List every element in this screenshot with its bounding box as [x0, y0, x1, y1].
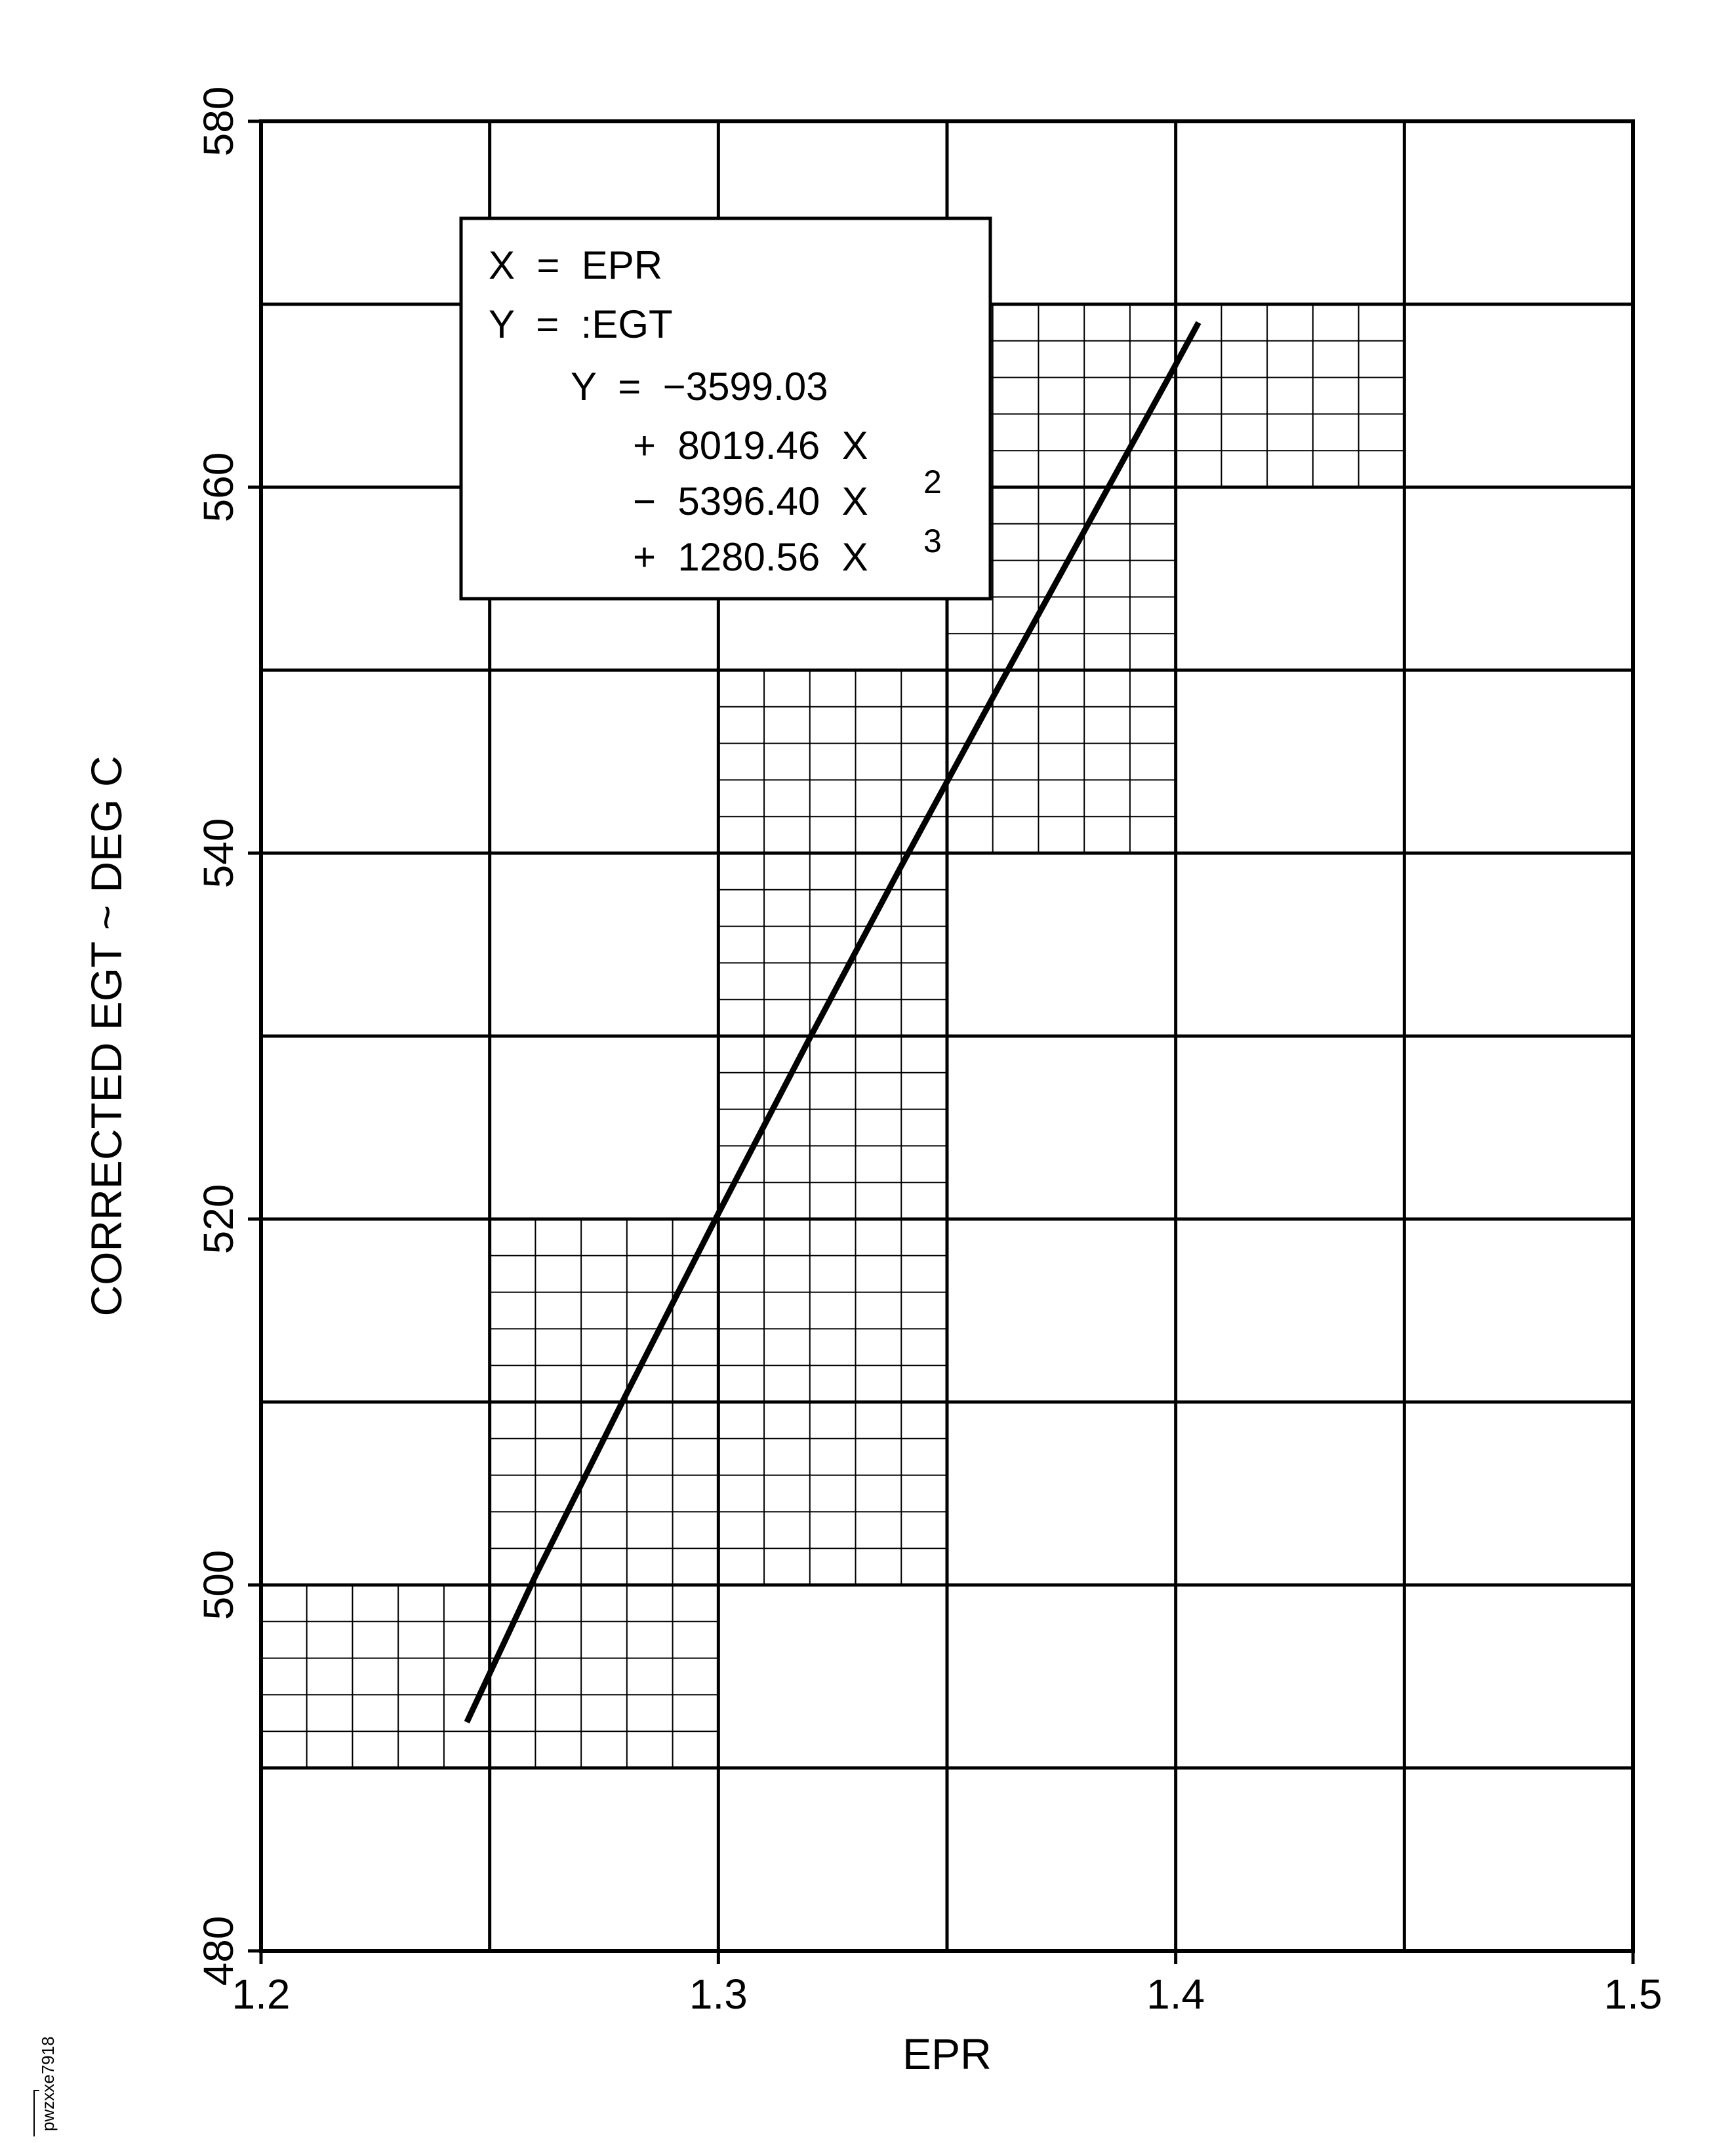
- series-line: [464, 321, 1201, 1724]
- y-tick-label: 580: [195, 87, 242, 157]
- y-tick-label: 560: [195, 452, 242, 523]
- equation-box: X = EPR Y = :EGT Y = −3599.03 + 8019.46 …: [459, 216, 992, 601]
- y-tick-label: 520: [195, 1184, 242, 1254]
- tolerance-band-fill: [718, 670, 947, 1585]
- equation-line-quadratic: − 5396.40 X: [633, 479, 868, 523]
- equation-box-frame: [459, 216, 992, 601]
- x-axis-label: EPR: [902, 2030, 992, 2078]
- x-tick-label: 1.3: [689, 1971, 748, 2018]
- figure-id: pwzxxe7918: [33, 2036, 58, 2136]
- equation-line-x: X = EPR: [489, 243, 662, 287]
- tolerance-band-3: [717, 670, 948, 1586]
- tolerance-band-fill: [1175, 304, 1405, 487]
- y-axis-label: CORRECTED EGT ~ DEG C: [82, 755, 131, 1316]
- x-tick-label: 1.5: [1604, 1971, 1663, 2018]
- y-tick-label: 480: [195, 1916, 242, 1986]
- equation-line-constant: Y = −3599.03: [571, 365, 828, 409]
- equation-line-linear: + 8019.46 X: [633, 424, 868, 468]
- tolerance-band-5: [1175, 304, 1405, 488]
- plot-frame: [259, 119, 1635, 1953]
- tick-labels: 1.2 1.3 1.4 1.5 480 500 520 540 560 580: [195, 87, 1662, 2018]
- equation-exponent-2: 2: [923, 464, 942, 500]
- y-tick-label: 540: [195, 818, 242, 889]
- x-tick-label: 1.4: [1146, 1971, 1205, 2018]
- equation-line-cubic: + 1280.56 X: [633, 535, 868, 579]
- equation-exponent-3: 3: [923, 523, 942, 559]
- x-tick-label: 1.2: [232, 1971, 291, 2018]
- figure-id-text: pwzxxe7918: [38, 2036, 58, 2131]
- y-tick-label: 500: [195, 1550, 242, 1620]
- tolerance-bands: [260, 304, 1405, 1769]
- equation-line-y: Y = :EGT: [489, 302, 673, 346]
